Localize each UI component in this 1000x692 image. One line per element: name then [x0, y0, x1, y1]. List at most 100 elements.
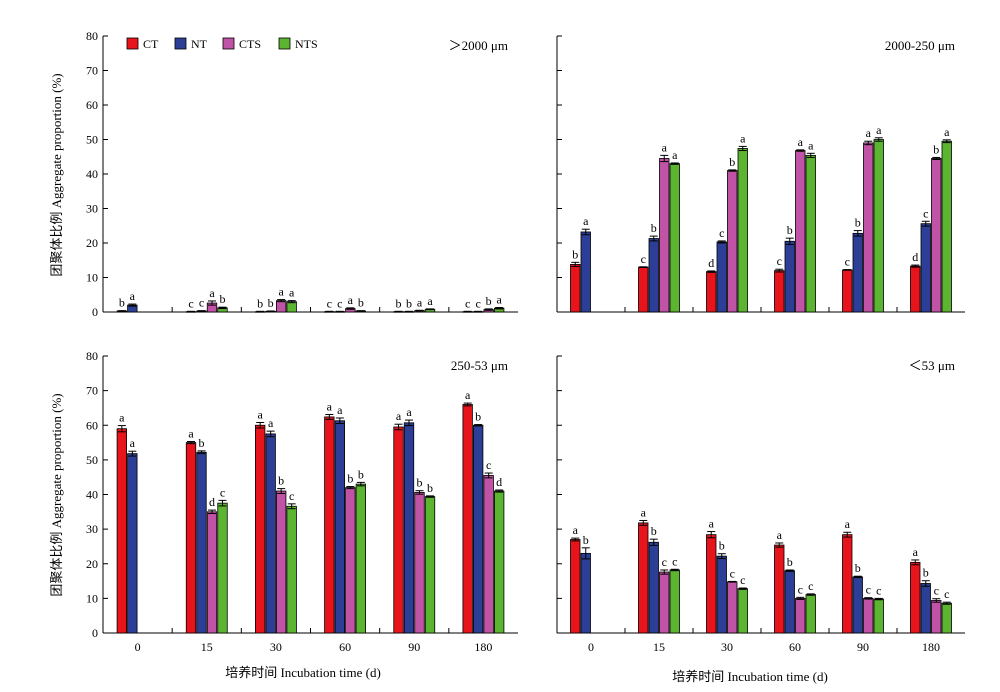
- significance-letter: c: [740, 573, 745, 587]
- significance-letter: b: [486, 294, 492, 308]
- x-axis-label-left: 培养时间 Incubation time (d): [225, 665, 381, 680]
- y-tick-label: 0: [92, 305, 98, 319]
- significance-letter: a: [130, 436, 136, 450]
- y-tick-label: 40: [86, 167, 98, 181]
- bar-nt: [580, 231, 591, 313]
- significance-letter: b: [923, 566, 929, 580]
- significance-letter: b: [406, 296, 412, 310]
- bar-nt: [648, 541, 659, 634]
- legend-swatch: [126, 37, 139, 50]
- significance-letter: b: [583, 533, 589, 547]
- y-axis-label-top: 团聚体比例 Aggregate proportion (%): [49, 73, 64, 276]
- significance-letter: b: [651, 221, 657, 235]
- significance-letter: c: [220, 485, 225, 499]
- bar-nt: [716, 241, 727, 313]
- bar-ct: [842, 534, 853, 634]
- significance-letter: d: [708, 256, 714, 270]
- bar-ct: [910, 265, 921, 313]
- legend-swatch: [174, 37, 187, 50]
- legend-item-nts: NTS: [278, 37, 318, 51]
- significance-letter: c: [944, 587, 949, 601]
- significance-letter: c: [199, 296, 204, 310]
- y-tick-label: 80: [86, 29, 98, 43]
- bar-ct: [570, 539, 581, 634]
- y-tick-label: 70: [86, 384, 98, 398]
- significance-letter: b: [719, 539, 725, 553]
- x-tick-label: 180: [474, 640, 492, 654]
- significance-letter: a: [808, 138, 814, 152]
- significance-letter: a: [662, 140, 668, 154]
- significance-letter: b: [278, 474, 284, 488]
- significance-letter: b: [358, 296, 364, 310]
- bar-nt: [473, 424, 484, 634]
- bar-cts: [414, 492, 425, 634]
- significance-letter: c: [808, 579, 813, 593]
- legend-label: CTS: [239, 37, 261, 51]
- bar-ct: [842, 269, 853, 313]
- legend-swatch: [278, 37, 291, 50]
- bar-nts: [873, 598, 884, 634]
- y-tick-label: 60: [86, 418, 98, 432]
- bar-ct: [393, 426, 404, 634]
- y-axis-label-bottom: 团聚体比例 Aggregate proportion (%): [49, 393, 64, 596]
- y-tick-label: 10: [86, 271, 98, 285]
- bar-nts: [494, 490, 505, 634]
- significance-letter: a: [348, 293, 354, 307]
- x-tick-label: 90: [857, 640, 869, 654]
- significance-letter: b: [651, 524, 657, 538]
- x-tick-label: 15: [653, 640, 665, 654]
- y-tick-label: 10: [86, 591, 98, 605]
- significance-letter: a: [709, 517, 715, 531]
- significance-letter: c: [866, 583, 871, 597]
- bar-nt: [852, 576, 863, 634]
- y-tick-label: 30: [86, 522, 98, 536]
- y-tick-label: 60: [86, 98, 98, 112]
- bar-nts: [286, 301, 297, 313]
- significance-letter: c: [777, 254, 782, 268]
- panel-title: 2000-250 μm: [885, 38, 955, 53]
- significance-letter: b: [787, 223, 793, 237]
- significance-letter: b: [933, 142, 939, 156]
- significance-letter: a: [258, 407, 264, 421]
- bar-nt: [334, 420, 345, 634]
- legend-label: NT: [191, 37, 208, 51]
- significance-letter: b: [427, 481, 433, 495]
- bar-nts: [217, 502, 228, 634]
- significance-letter: a: [913, 545, 919, 559]
- bar-ct: [638, 522, 649, 634]
- x-tick-label: 60: [339, 640, 351, 654]
- y-tick-label: 50: [86, 133, 98, 147]
- bar-ct: [116, 428, 127, 634]
- significance-letter: c: [465, 296, 470, 310]
- significance-letter: c: [719, 226, 724, 240]
- significance-letter: c: [845, 255, 850, 269]
- bar-nt: [784, 240, 795, 313]
- significance-letter: c: [798, 582, 803, 596]
- bar-cts: [727, 581, 738, 634]
- panel-title: 250-53 μm: [451, 358, 508, 373]
- bar-nts: [873, 139, 884, 313]
- bar-nts: [941, 140, 952, 313]
- x-tick-label: 0: [135, 640, 141, 654]
- significance-letter: a: [866, 126, 872, 140]
- legend-item-nt: NT: [174, 37, 208, 51]
- significance-letter: b: [119, 296, 125, 310]
- bar-nt: [403, 422, 415, 634]
- bar-ct: [910, 561, 921, 634]
- significance-letter: c: [662, 555, 667, 569]
- y-tick-label: 20: [86, 557, 98, 571]
- significance-letter: c: [876, 583, 881, 597]
- significance-letter: c: [730, 566, 735, 580]
- bar-nts: [355, 483, 366, 634]
- significance-letter: b: [787, 555, 793, 569]
- y-tick-label: 50: [86, 453, 98, 467]
- panel-title: ＞2000 μm: [449, 38, 508, 53]
- bar-cts: [659, 158, 670, 313]
- significance-letter: a: [406, 405, 412, 419]
- significance-letter: a: [845, 517, 851, 531]
- bar-ct: [570, 263, 581, 313]
- significance-letter: a: [798, 135, 804, 149]
- significance-letter: c: [188, 296, 193, 310]
